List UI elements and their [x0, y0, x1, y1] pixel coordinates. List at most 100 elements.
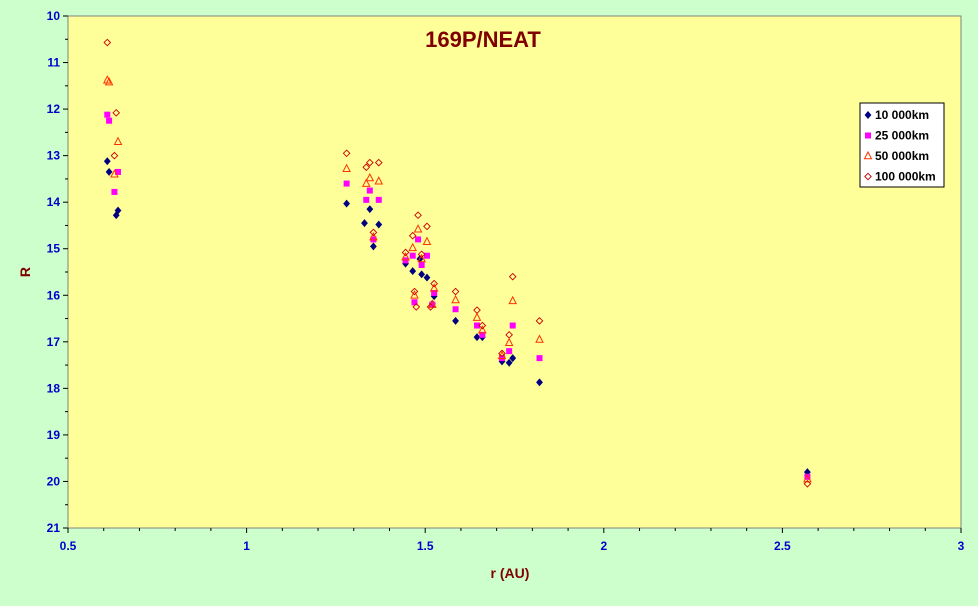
data-point	[401, 252, 410, 261]
data-point	[473, 333, 481, 342]
y-tick-label: 11	[47, 56, 60, 70]
legend-marker	[865, 132, 871, 139]
data-point	[365, 172, 375, 182]
data-point	[366, 205, 374, 214]
x-tick-label: 1	[243, 539, 250, 553]
x-tick-label: 1.5	[417, 539, 434, 553]
data-point	[803, 474, 812, 483]
data-point	[423, 252, 430, 259]
series-4	[103, 38, 812, 488]
x-axis-label: r (AU)	[491, 565, 530, 581]
data-point	[110, 151, 119, 160]
data-point	[417, 253, 426, 263]
data-point	[509, 354, 517, 363]
data-point	[105, 167, 113, 176]
data-point	[535, 334, 544, 343]
x-axis: 0.5 1 1.5 2 2.5 3	[60, 528, 965, 553]
y-axis-label: R	[17, 267, 33, 277]
data-point	[411, 299, 418, 306]
legend: 10 000km 25 000km 50 000km 100 000km	[859, 102, 945, 188]
data-point	[452, 316, 459, 325]
data-point	[410, 290, 419, 299]
y-tick-label: 15	[47, 242, 61, 256]
plot-area	[67, 15, 962, 529]
data-point	[361, 178, 371, 187]
data-point	[423, 273, 431, 282]
legend-label: 10 000km	[875, 108, 929, 122]
data-point	[342, 149, 351, 158]
y-tick-label: 18	[47, 381, 61, 395]
data-point	[115, 168, 122, 175]
data-point	[505, 330, 513, 339]
data-point	[343, 199, 351, 208]
data-point	[103, 38, 112, 47]
data-point	[408, 231, 417, 240]
data-point	[103, 157, 111, 166]
x-tick-label: 0.5	[60, 539, 77, 553]
data-point	[473, 322, 480, 329]
data-point	[804, 473, 811, 480]
data-point	[418, 262, 425, 269]
y-tick-label: 14	[47, 195, 61, 209]
data-point	[478, 325, 487, 334]
data-point	[418, 270, 426, 279]
data-point	[114, 206, 122, 215]
data-point	[473, 306, 481, 315]
data-point	[506, 348, 513, 355]
data-point	[102, 75, 112, 84]
data-point	[508, 272, 517, 281]
data-point	[412, 303, 421, 311]
y-tick-label: 16	[47, 288, 61, 302]
legend-marker	[864, 172, 872, 181]
data-point	[431, 289, 438, 296]
data-point	[478, 321, 487, 330]
data-point	[430, 279, 438, 288]
data-point	[414, 211, 422, 220]
data-point	[509, 322, 516, 329]
data-point	[374, 158, 383, 167]
data-point	[112, 108, 121, 117]
data-point	[104, 77, 114, 86]
data-point	[401, 248, 410, 257]
y-tick-label: 12	[47, 102, 61, 116]
data-point	[451, 294, 460, 304]
data-point	[113, 136, 123, 145]
chart-title: 169P/NEAT	[425, 27, 541, 52]
data-point	[370, 242, 377, 251]
data-point	[422, 236, 432, 246]
data-point	[375, 196, 382, 203]
data-point	[408, 242, 418, 252]
data-point	[409, 252, 416, 259]
data-point	[110, 169, 119, 178]
data-point	[429, 283, 439, 292]
data-point	[429, 301, 436, 308]
data-point	[536, 355, 543, 362]
data-point	[361, 219, 368, 228]
data-point	[365, 158, 374, 167]
data-points	[102, 38, 812, 488]
data-point	[375, 220, 383, 229]
data-point	[423, 222, 431, 231]
x-tick-label: 2.5	[774, 539, 791, 553]
data-point	[342, 163, 351, 172]
data-point	[505, 358, 513, 367]
data-point	[369, 231, 378, 241]
data-point	[374, 176, 384, 185]
data-point	[452, 306, 459, 313]
y-axis: 10 11 12 13 14 15 16 17 18 19 20 21	[47, 9, 68, 535]
legend-marker	[863, 150, 873, 160]
series-3	[102, 75, 812, 483]
legend-label: 25 000km	[875, 129, 929, 143]
data-point	[426, 303, 435, 311]
y-tick-label: 21	[47, 521, 61, 535]
y-tick-label: 10	[47, 9, 61, 23]
data-point	[451, 287, 460, 296]
y-tick-label: 13	[47, 149, 61, 163]
data-point	[535, 317, 544, 325]
data-point	[504, 337, 514, 347]
data-point	[104, 111, 111, 118]
data-point	[410, 287, 419, 296]
data-point	[343, 180, 350, 187]
data-point	[369, 228, 378, 237]
data-point	[362, 163, 371, 172]
